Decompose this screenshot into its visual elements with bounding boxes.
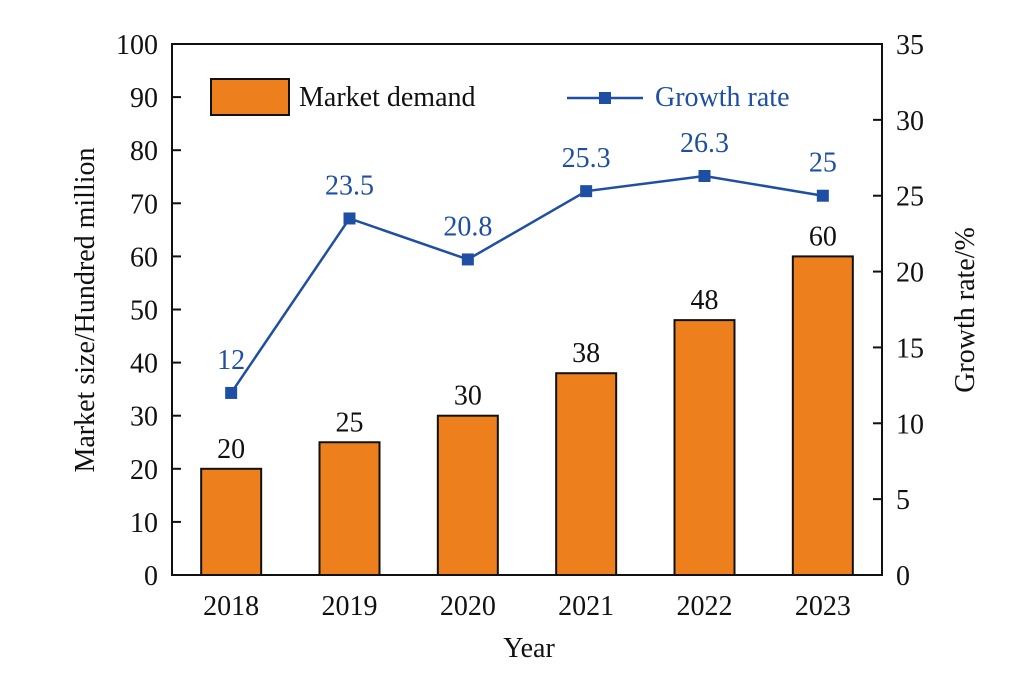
y-tick-label-left: 10: [130, 508, 158, 539]
axes-layer: 0 10 20 30 40 50 60 70 80 90 100 0 5 10 15 20 25 30 35 2018…: [116, 30, 924, 622]
x-tick-label: 2023: [795, 591, 851, 622]
x-tick-label: 2018: [203, 591, 259, 622]
growth-rate-line: [230, 174, 824, 394]
x-tick-label: 2022: [677, 591, 733, 622]
growth-marker-2020: [461, 253, 474, 266]
growth-value-label-2018: 12: [217, 345, 245, 376]
growth-value-label-2022: 26.3: [680, 128, 729, 159]
y-tick-label-left: 100: [116, 30, 158, 61]
legend-label-growth-rate: Growth rate: [655, 82, 790, 113]
y-tick-label-right: 30: [896, 106, 924, 137]
labels-layer: 20 25 30 38 48 60 12 23.5 20.8 25.3 26.3 25: [217, 128, 837, 465]
growth-value-label-2023: 25: [809, 148, 837, 179]
bars-layer: [200, 255, 854, 577]
y-tick-label-left: 40: [130, 349, 158, 380]
bar-2023: [791, 255, 854, 576]
legend: Market demand Growth rate: [210, 78, 790, 116]
y-tick-label-right: 0: [896, 561, 910, 592]
bar-value-label-2023: 60: [809, 221, 837, 252]
y-tick-label-left: 0: [144, 561, 158, 592]
growth-value-label-2021: 25.3: [562, 143, 611, 174]
y-tick-label-left: 90: [130, 83, 158, 114]
y-tick-label-right: 15: [896, 333, 924, 364]
bar-value-label-2021: 38: [572, 338, 600, 369]
plot-frame: [171, 43, 883, 576]
y-axis-title-right: Growth rate/%: [950, 227, 981, 393]
growth-marker-2019: [343, 212, 356, 225]
y-axis-title-left: Market size/Hundred million: [70, 147, 101, 472]
bar-2018: [200, 467, 263, 576]
growth-marker-2022: [698, 169, 711, 182]
y-tick-label-left: 30: [130, 402, 158, 433]
growth-marker-2021: [580, 185, 593, 198]
bar-2019: [318, 441, 381, 576]
bar-2021: [555, 372, 618, 576]
growth-marker-2023: [816, 189, 829, 202]
y-tick-label-right: 25: [896, 182, 924, 213]
legend-marker-growth-rate: [599, 92, 611, 104]
x-tick-label: 2020: [440, 591, 496, 622]
y-tick-label-right: 10: [896, 409, 924, 440]
growth-value-label-2020: 20.8: [443, 211, 492, 242]
growth-value-label-2019: 23.5: [325, 170, 374, 201]
legend-swatch-market-demand: [210, 78, 290, 116]
y-tick-label-left: 80: [130, 136, 158, 167]
legend-label-market-demand: Market demand: [299, 82, 476, 113]
bar-2020: [436, 414, 499, 577]
bar-value-label-2022: 48: [691, 285, 719, 316]
x-axis-title: Year: [503, 633, 555, 664]
bar-value-label-2020: 30: [454, 381, 482, 412]
growth-marker-2018: [225, 386, 238, 399]
y-tick-label-left: 50: [130, 296, 158, 327]
y-tick-label-right: 5: [896, 485, 910, 516]
bar-value-label-2018: 20: [217, 434, 245, 465]
y-tick-label-right: 35: [896, 30, 924, 61]
x-tick-label: 2021: [558, 591, 614, 622]
bar-2022: [673, 319, 736, 576]
y-tick-label-right: 20: [896, 258, 924, 289]
y-tick-label-left: 70: [130, 189, 158, 220]
y-tick-label-left: 20: [130, 455, 158, 486]
growth-line-layer: [225, 169, 829, 399]
bar-value-label-2019: 25: [336, 407, 364, 438]
x-tick-label: 2019: [322, 591, 378, 622]
y-tick-label-left: 60: [130, 242, 158, 273]
